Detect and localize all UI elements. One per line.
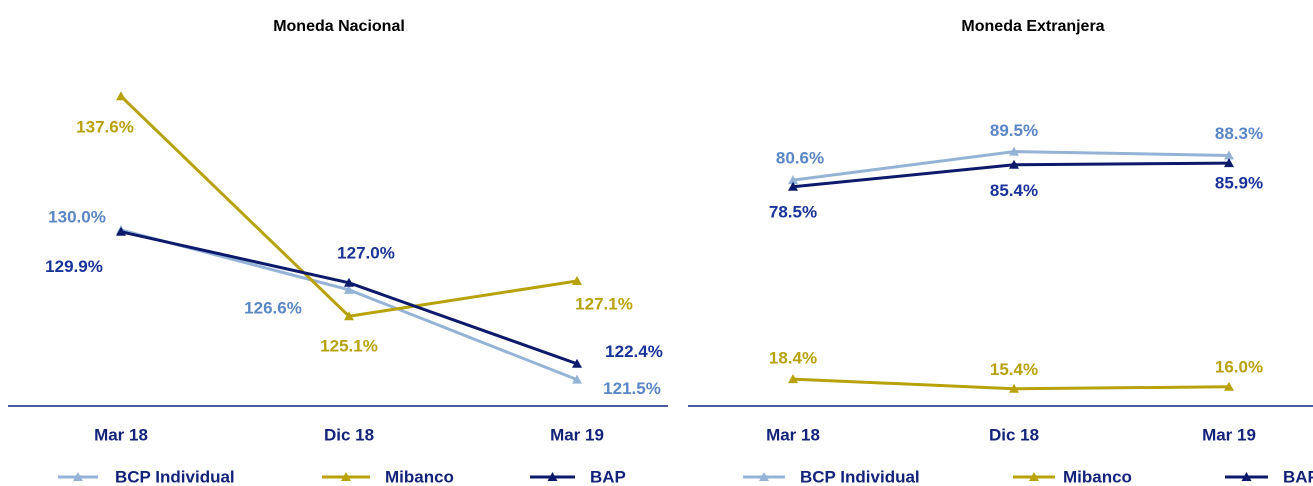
point-marker [572,374,582,384]
x-tick-label: Mar 19 [1202,425,1256,444]
chart-title: Moneda Extranjera [961,18,1104,35]
data-label: 18.4% [769,349,817,368]
data-label: 127.1% [575,295,633,314]
data-label: 122.4% [605,342,663,361]
data-label: 121.5% [603,379,661,398]
point-marker [344,284,354,294]
data-label: 126.6% [244,298,302,317]
legend-label: Mibanco [385,467,454,486]
point-marker [788,175,798,185]
point-marker [1224,381,1234,391]
data-label: 130.0% [48,207,106,226]
legend-label: BAP [590,467,626,486]
data-label: 89.5% [990,121,1038,140]
chart-title: Moneda Nacional [273,18,405,35]
legend-label: BCP Individual [115,467,235,486]
point-marker [116,91,126,101]
data-label: 127.0% [337,243,395,262]
point-marker [1009,146,1019,156]
data-label: 80.6% [776,149,824,168]
legend-marker [1029,472,1039,481]
point-marker [572,276,582,286]
legend-marker [73,472,83,481]
data-label: 85.9% [1215,174,1263,193]
legend-marker [1241,472,1252,481]
point-marker [1009,383,1019,393]
legend-marker [547,472,558,481]
point-marker [116,226,126,236]
series-line [792,377,1230,391]
x-tick-label: Dic 18 [324,425,374,444]
point-marker [788,374,798,384]
point-marker [1224,158,1234,168]
data-label: 15.4% [990,360,1038,379]
legend-marker [341,472,351,481]
legend-label: BAP [1283,467,1313,486]
point-marker [1224,150,1234,160]
legend-label: Mibanco [1063,467,1132,486]
legend-label: BCP Individual [800,467,920,486]
legend-marker [759,472,769,481]
point-marker [572,358,582,368]
data-label: 137.6% [76,118,134,137]
point-marker [344,277,354,287]
point-marker [788,181,798,191]
data-label: 85.4% [990,181,1038,200]
x-tick-label: Dic 18 [989,425,1039,444]
data-label: 125.1% [320,337,378,356]
x-tick-label: Mar 19 [550,425,604,444]
data-label: 129.9% [45,257,103,276]
x-tick-label: Mar 18 [94,425,148,444]
point-marker [1009,159,1019,169]
x-tick-label: Mar 18 [766,425,820,444]
data-label: 88.3% [1215,124,1263,143]
point-marker [344,311,354,321]
data-label: 78.5% [769,202,817,221]
data-label: 16.0% [1215,357,1263,376]
